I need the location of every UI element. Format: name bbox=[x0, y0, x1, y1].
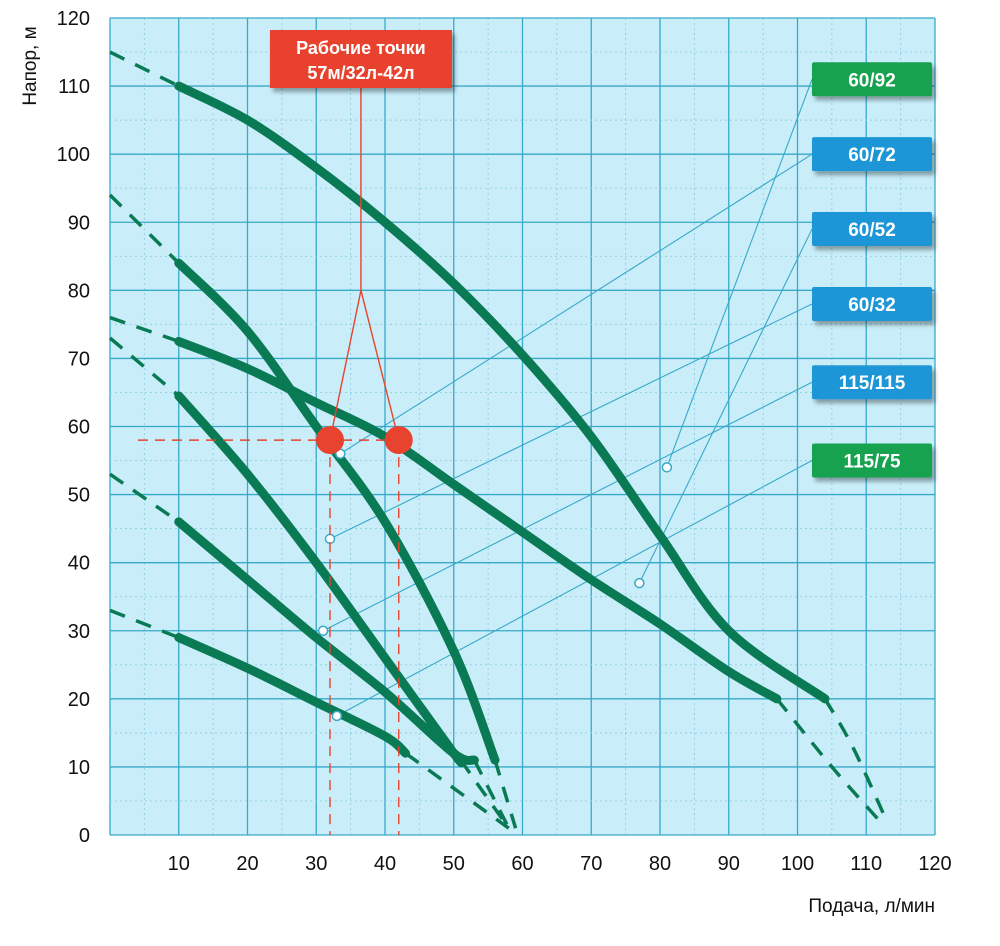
curve-tail-dashed-60/72 bbox=[493, 759, 518, 829]
curve-lead-dashed-60/92 bbox=[109, 50, 180, 88]
badge-box bbox=[812, 212, 932, 247]
curve-lead-dashed-60/32 bbox=[108, 336, 180, 398]
y-tick-label: 0 bbox=[79, 825, 90, 847]
guide-line-60/72 bbox=[340, 153, 813, 455]
y-tick-label: 20 bbox=[68, 689, 90, 711]
badge-guide-lines bbox=[322, 79, 813, 717]
y-tick-label: 70 bbox=[68, 348, 90, 370]
badge-box bbox=[812, 365, 932, 400]
y-tick-label: 40 bbox=[68, 553, 90, 575]
marker-60/32 bbox=[324, 533, 336, 545]
guide-line-115/115 bbox=[322, 381, 813, 632]
badge-60/72: 60/72 bbox=[812, 137, 932, 172]
badge-box bbox=[812, 137, 932, 172]
x-tick-label: 90 bbox=[718, 853, 740, 875]
badge-box bbox=[812, 62, 932, 97]
badge-label: 60/32 bbox=[848, 295, 896, 316]
x-tick-label: 50 bbox=[443, 853, 465, 875]
curve-60/92 bbox=[174, 81, 830, 704]
y-tick-label: 30 bbox=[68, 621, 90, 643]
curve-tail-dashed-60/92 bbox=[823, 697, 889, 823]
y-tick-label: 120 bbox=[57, 8, 90, 30]
curve-tail-dashed-115/115 bbox=[472, 759, 511, 829]
y-tick-label: 100 bbox=[57, 144, 90, 166]
badge-box bbox=[812, 443, 932, 478]
curve-lead-dashed-60/52 bbox=[109, 315, 180, 344]
pump-curves bbox=[108, 50, 889, 830]
badge-60/52: 60/52 bbox=[812, 212, 932, 247]
curve-lead-dashed-115/75 bbox=[109, 608, 180, 640]
badge-60/92: 60/92 bbox=[812, 62, 932, 97]
annotation-line1: Рабочие точки bbox=[296, 38, 426, 58]
badge-115/115: 115/115 bbox=[812, 365, 932, 400]
badge-115/75: 115/75 bbox=[812, 443, 932, 478]
guide-line-60/32 bbox=[329, 303, 813, 540]
annotation-leader bbox=[329, 290, 362, 441]
y-tick-label: 60 bbox=[68, 417, 90, 439]
badge-label: 60/52 bbox=[848, 220, 896, 241]
curve-60/72 bbox=[174, 258, 500, 765]
annotation-line2: 57м/32л-42л bbox=[307, 63, 414, 83]
x-tick-label: 100 bbox=[781, 853, 814, 875]
y-tick-label: 80 bbox=[68, 280, 90, 302]
badge-label: 60/72 bbox=[848, 145, 896, 166]
x-tick-label: 70 bbox=[580, 853, 602, 875]
curve-tail-dashed-60/32 bbox=[459, 759, 511, 830]
x-tick-label: 20 bbox=[236, 853, 258, 875]
working-point bbox=[384, 426, 413, 455]
model-badges: 60/92 60/72 60/52 60/32 115/115 115/75 bbox=[812, 62, 932, 478]
x-tick-label: 40 bbox=[374, 853, 396, 875]
working-point bbox=[316, 426, 344, 455]
curve-60/52 bbox=[174, 336, 782, 704]
y-tick-label: 90 bbox=[68, 212, 90, 234]
curve-tail-dashed-115/75 bbox=[404, 751, 510, 830]
x-tick-label: 10 bbox=[168, 853, 190, 875]
guide-line-115/75 bbox=[336, 460, 813, 717]
curve-115/75 bbox=[174, 633, 411, 758]
badge-label: 115/115 bbox=[839, 373, 906, 394]
working-points-annotation: Рабочие точки 57м/32л-42л bbox=[138, 30, 452, 835]
y-tick-label: 110 bbox=[58, 76, 90, 98]
marker-60/52 bbox=[634, 577, 645, 589]
curve-lead-dashed-115/115 bbox=[109, 472, 180, 524]
badge-label: 60/92 bbox=[848, 70, 896, 91]
x-tick-label: 80 bbox=[649, 853, 671, 875]
x-tick-label: 30 bbox=[305, 853, 327, 875]
marker-115/75 bbox=[331, 710, 343, 722]
guide-line-60/92 bbox=[666, 79, 813, 468]
curve-markers bbox=[317, 448, 673, 722]
guide-line-60/52 bbox=[638, 228, 813, 584]
annotation-box bbox=[269, 30, 452, 88]
x-tick-label: 120 bbox=[918, 853, 951, 875]
badge-label: 115/75 bbox=[843, 452, 900, 473]
badge-60/32: 60/32 bbox=[812, 286, 932, 321]
tick-labels: 0 10 20 30 40 50 60 70 80 90 100 110 120 10 20 30 40 50 60… bbox=[57, 8, 952, 875]
badge-box bbox=[812, 286, 932, 321]
y-tick-label: 10 bbox=[68, 757, 90, 779]
x-tick-label: 110 bbox=[850, 853, 882, 875]
curve-tail-dashed-60/52 bbox=[775, 697, 882, 823]
y-axis-title: Напор, м bbox=[20, 26, 41, 105]
marker-60/92 bbox=[661, 462, 673, 473]
annotation-leader bbox=[360, 290, 400, 441]
x-tick-label: 60 bbox=[511, 853, 533, 875]
curve-115/115 bbox=[174, 517, 479, 766]
y-tick-label: 50 bbox=[68, 485, 90, 507]
marker-115/115 bbox=[317, 625, 329, 636]
x-axis-title: Подача, л/мин bbox=[808, 896, 935, 917]
